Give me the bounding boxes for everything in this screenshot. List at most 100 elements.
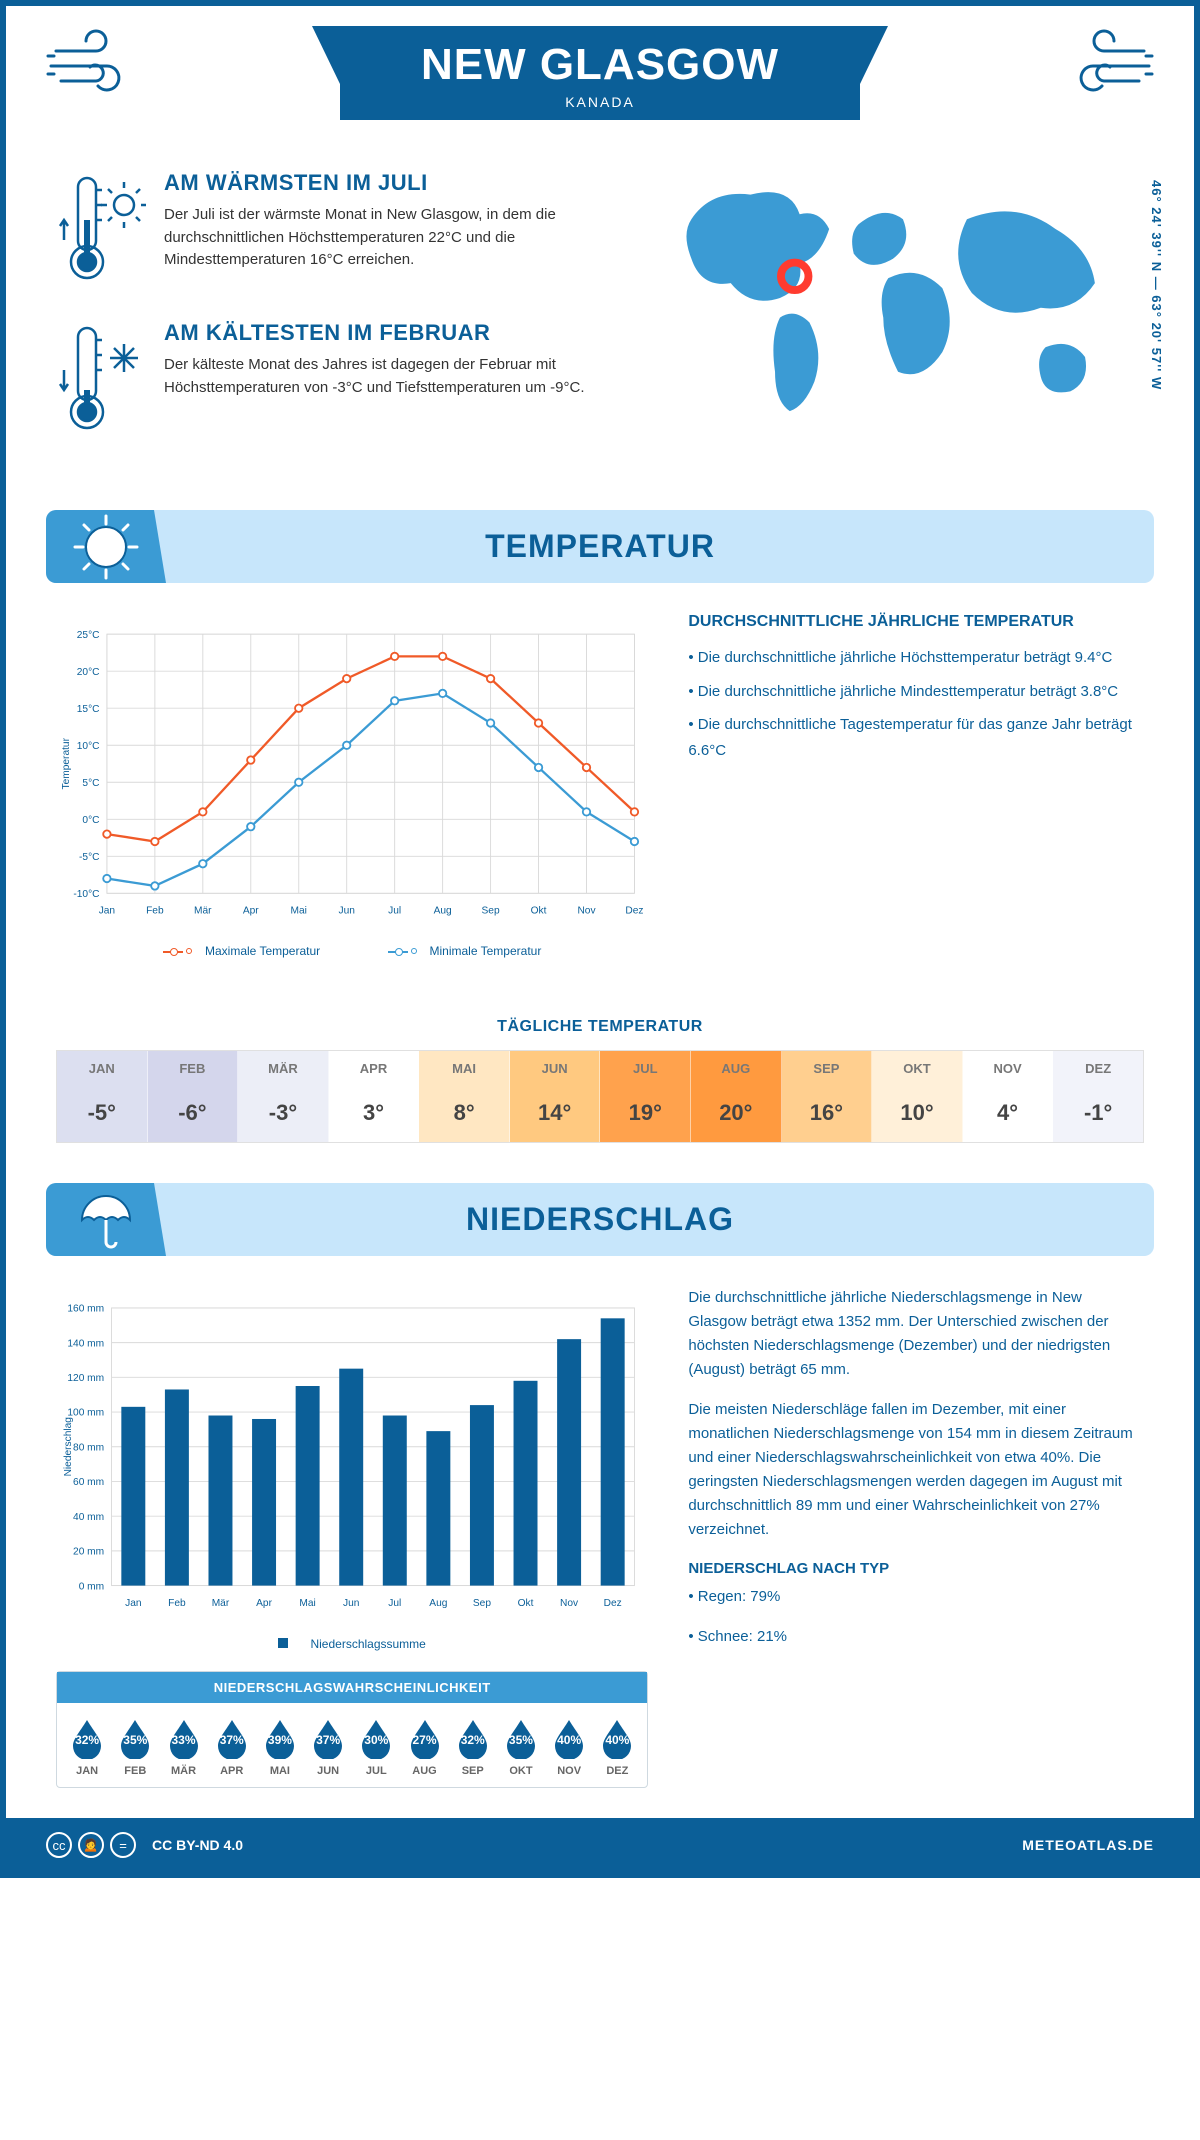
umbrella-icon <box>74 1188 138 1252</box>
temperature-summary-title: DURCHSCHNITTLICHE JÄHRLICHE TEMPERATUR <box>688 613 1144 631</box>
svg-text:Jul: Jul <box>388 906 401 917</box>
svg-text:10°C: 10°C <box>77 741 100 752</box>
svg-text:40 mm: 40 mm <box>73 1512 104 1523</box>
site-name: METEOATLAS.DE <box>1022 1837 1154 1853</box>
precipitation-summary: Die durchschnittliche jährliche Niedersc… <box>688 1286 1144 1788</box>
probability-cell: 32% SEP <box>449 1717 497 1777</box>
svg-text:Aug: Aug <box>429 1598 447 1609</box>
drop-icon: 33% <box>163 1717 205 1759</box>
svg-text:160 mm: 160 mm <box>67 1304 104 1315</box>
daily-temp-table: JAN -5° FEB -6° MÄR -3° APR 3° MAI 8° JU… <box>56 1050 1144 1143</box>
thermometer-cold-icon <box>56 320 146 440</box>
svg-text:60 mm: 60 mm <box>73 1477 104 1488</box>
precip-banner: NIEDERSCHLAG <box>46 1183 1154 1256</box>
svg-text:Jan: Jan <box>99 906 115 917</box>
temperature-legend: Maximale Temperatur Minimale Temperatur <box>56 944 648 958</box>
svg-text:Mär: Mär <box>194 906 212 917</box>
probability-box: NIEDERSCHLAGSWAHRSCHEINLICHKEIT 32% JAN … <box>56 1671 648 1788</box>
city-title: NEW GLASGOW <box>400 40 800 90</box>
probability-cell: 37% APR <box>208 1717 256 1777</box>
svg-text:Jul: Jul <box>388 1598 401 1609</box>
svg-text:Jun: Jun <box>338 906 354 917</box>
svg-text:Dez: Dez <box>625 906 643 917</box>
drop-icon: 35% <box>500 1717 542 1759</box>
temperature-chart: -10°C-5°C0°C5°C10°C15°C20°C25°CJanFebMär… <box>56 613 648 958</box>
svg-text:Mai: Mai <box>299 1598 315 1609</box>
drop-icon: 37% <box>211 1717 253 1759</box>
warmest-title: AM WÄRMSTEN IM JULI <box>164 170 622 196</box>
svg-text:80 mm: 80 mm <box>73 1442 104 1453</box>
svg-text:25°C: 25°C <box>77 630 100 641</box>
svg-text:20 mm: 20 mm <box>73 1547 104 1558</box>
by-icon: 🙍 <box>78 1832 104 1858</box>
svg-text:Aug: Aug <box>434 906 452 917</box>
svg-text:Dez: Dez <box>604 1598 622 1609</box>
svg-text:Apr: Apr <box>243 906 259 917</box>
license-text: CC BY-ND 4.0 <box>152 1837 243 1853</box>
svg-text:Feb: Feb <box>146 906 164 917</box>
wind-icon-right <box>1054 26 1154 106</box>
title-ribbon: NEW GLASGOW KANADA <box>340 26 860 120</box>
world-map-icon <box>652 170 1144 446</box>
precipitation-legend: Niederschlagssumme <box>56 1637 648 1651</box>
temperature-summary: DURCHSCHNITTLICHE JÄHRLICHE TEMPERATUR •… <box>688 613 1144 958</box>
daily-cell: NOV 4° <box>963 1051 1054 1142</box>
coldest-block: AM KÄLTESTEN IM FEBRUAR Der kälteste Mon… <box>56 320 622 440</box>
coldest-text: Der kälteste Monat des Jahres ist dagege… <box>164 354 622 399</box>
svg-text:Sep: Sep <box>473 1598 491 1609</box>
svg-text:Mai: Mai <box>291 906 307 917</box>
daily-cell: JAN -5° <box>57 1051 148 1142</box>
precip-banner-title: NIEDERSCHLAG <box>66 1201 1134 1238</box>
daily-cell: FEB -6° <box>148 1051 239 1142</box>
svg-text:Apr: Apr <box>256 1598 272 1609</box>
coordinates-label: 46° 24' 39'' N — 63° 20' 57'' W <box>1149 180 1164 390</box>
svg-text:5°C: 5°C <box>82 778 99 789</box>
drop-icon: 39% <box>259 1717 301 1759</box>
drop-icon: 37% <box>307 1717 349 1759</box>
svg-text:Nov: Nov <box>560 1598 579 1609</box>
wind-icon-left <box>46 26 146 106</box>
drop-icon: 40% <box>596 1717 638 1759</box>
drop-icon: 27% <box>404 1717 446 1759</box>
daily-cell: SEP 16° <box>782 1051 873 1142</box>
probability-cell: 33% MÄR <box>159 1717 207 1777</box>
country-label: KANADA <box>400 94 800 110</box>
svg-text:Sep: Sep <box>482 906 500 917</box>
probability-cell: 32% JAN <box>63 1717 111 1777</box>
header: NEW GLASGOW KANADA <box>6 6 1194 130</box>
warmest-text: Der Juli ist der wärmste Monat in New Gl… <box>164 204 622 272</box>
svg-text:Niederschlag: Niederschlag <box>63 1417 74 1476</box>
probability-cell: 35% OKT <box>497 1717 545 1777</box>
svg-text:Nov: Nov <box>577 906 596 917</box>
probability-cell: 37% JUN <box>304 1717 352 1777</box>
temperature-banner-title: TEMPERATUR <box>66 528 1134 565</box>
daily-cell: JUL 19° <box>600 1051 691 1142</box>
daily-temp-title: TÄGLICHE TEMPERATUR <box>6 1018 1194 1036</box>
daily-cell: DEZ -1° <box>1053 1051 1143 1142</box>
probability-cell: 30% JUL <box>352 1717 400 1777</box>
probability-cell: 27% AUG <box>400 1717 448 1777</box>
temperature-banner: TEMPERATUR <box>46 510 1154 583</box>
probability-cell: 40% DEZ <box>593 1717 641 1777</box>
sun-icon <box>71 512 141 582</box>
precip-type-title: NIEDERSCHLAG NACH TYP <box>688 1560 1144 1577</box>
svg-text:Okt: Okt <box>531 906 547 917</box>
svg-text:Jan: Jan <box>125 1598 141 1609</box>
daily-cell: JUN 14° <box>510 1051 601 1142</box>
cc-icon: cc <box>46 1832 72 1858</box>
svg-text:0 mm: 0 mm <box>79 1581 104 1592</box>
footer: cc 🙍 = CC BY-ND 4.0 METEOATLAS.DE <box>6 1818 1194 1872</box>
coldest-title: AM KÄLTESTEN IM FEBRUAR <box>164 320 622 346</box>
svg-text:-5°C: -5°C <box>79 852 99 863</box>
probability-cell: 39% MAI <box>256 1717 304 1777</box>
daily-cell: APR 3° <box>329 1051 420 1142</box>
license-icons: cc 🙍 = CC BY-ND 4.0 <box>46 1832 243 1858</box>
probability-cell: 35% FEB <box>111 1717 159 1777</box>
daily-cell: MAI 8° <box>419 1051 510 1142</box>
drop-icon: 32% <box>452 1717 494 1759</box>
daily-cell: OKT 10° <box>872 1051 963 1142</box>
drop-icon: 30% <box>355 1717 397 1759</box>
drop-icon: 40% <box>548 1717 590 1759</box>
svg-text:Jun: Jun <box>343 1598 359 1609</box>
svg-text:Okt: Okt <box>518 1598 534 1609</box>
